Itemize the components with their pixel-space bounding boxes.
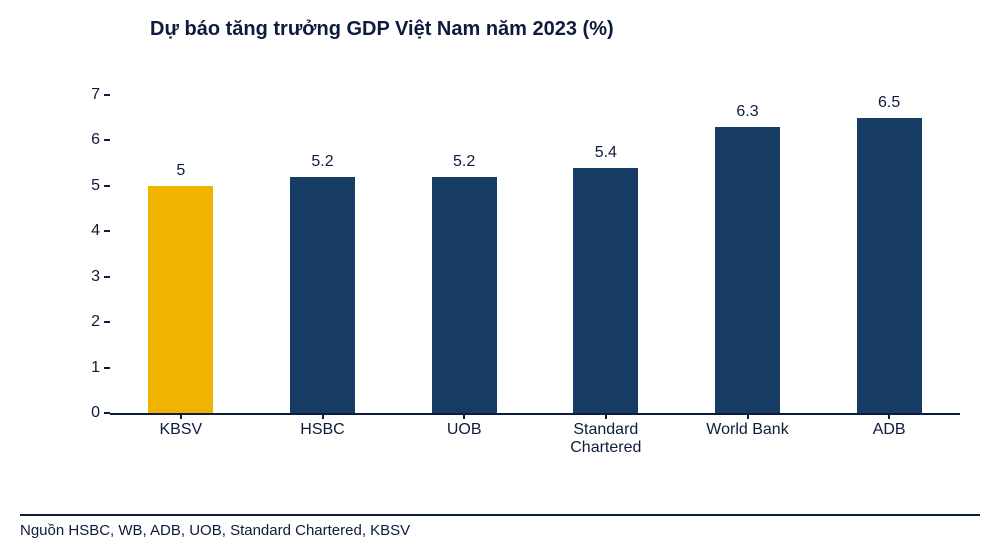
x-axis-label: Standard Chartered bbox=[570, 421, 641, 458]
y-tick bbox=[104, 185, 110, 187]
footer-text: Nguồn HSBC, WB, ADB, UOB, Standard Chart… bbox=[20, 522, 980, 539]
y-axis-label: 0 bbox=[91, 404, 100, 422]
x-axis-label: ADB bbox=[873, 421, 906, 439]
bar bbox=[573, 168, 638, 413]
y-tick bbox=[104, 230, 110, 232]
y-axis-label: 2 bbox=[91, 313, 100, 331]
x-tick bbox=[605, 413, 607, 419]
x-tick bbox=[747, 413, 749, 419]
footer: Nguồn HSBC, WB, ADB, UOB, Standard Chart… bbox=[20, 514, 980, 539]
chart-title: Dự báo tăng trưởng GDP Việt Nam năm 2023… bbox=[150, 18, 614, 41]
bar-value-label: 6.3 bbox=[736, 103, 758, 121]
bar-value-label: 5.2 bbox=[453, 153, 475, 171]
x-tick bbox=[180, 413, 182, 419]
y-axis-label: 6 bbox=[91, 131, 100, 149]
y-tick bbox=[104, 412, 110, 414]
y-axis-label: 5 bbox=[91, 177, 100, 195]
x-axis-label: UOB bbox=[447, 421, 482, 439]
chart-container: Dự báo tăng trưởng GDP Việt Nam năm 2023… bbox=[0, 0, 1000, 557]
bar-value-label: 6.5 bbox=[878, 94, 900, 112]
bar-value-label: 5.2 bbox=[311, 153, 333, 171]
bar bbox=[290, 177, 355, 413]
bar bbox=[715, 127, 780, 413]
x-axis-label: KBSV bbox=[159, 421, 202, 439]
y-tick bbox=[104, 321, 110, 323]
bar bbox=[148, 186, 213, 413]
x-tick bbox=[322, 413, 324, 419]
bar-value-label: 5.4 bbox=[595, 144, 617, 162]
chart-area: 012345675KBSV5.2HSBC5.2UOB5.4Standard Ch… bbox=[80, 95, 960, 465]
x-axis-label: World Bank bbox=[706, 421, 788, 439]
footer-divider bbox=[20, 514, 980, 516]
bar-value-label: 5 bbox=[176, 162, 185, 180]
bar bbox=[857, 118, 922, 413]
x-tick bbox=[463, 413, 465, 419]
y-axis-label: 3 bbox=[91, 268, 100, 286]
x-tick bbox=[888, 413, 890, 419]
bar bbox=[432, 177, 497, 413]
plot-region: 012345675KBSV5.2HSBC5.2UOB5.4Standard Ch… bbox=[110, 95, 960, 415]
y-axis-label: 4 bbox=[91, 222, 100, 240]
y-tick bbox=[104, 94, 110, 96]
y-tick bbox=[104, 367, 110, 369]
y-tick bbox=[104, 276, 110, 278]
y-axis-label: 1 bbox=[91, 359, 100, 377]
y-axis-label: 7 bbox=[91, 86, 100, 104]
y-tick bbox=[104, 139, 110, 141]
x-axis-label: HSBC bbox=[300, 421, 344, 439]
